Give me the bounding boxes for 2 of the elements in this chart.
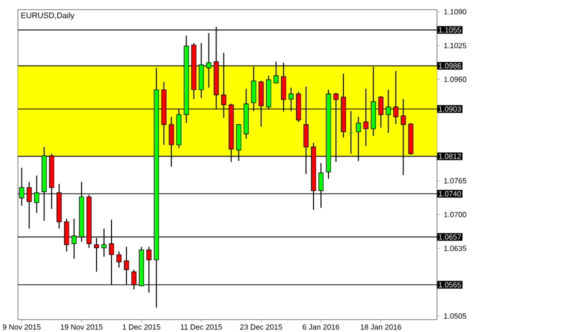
chart-title: EURUSD,Daily xyxy=(21,12,74,20)
candlestick xyxy=(116,250,122,268)
